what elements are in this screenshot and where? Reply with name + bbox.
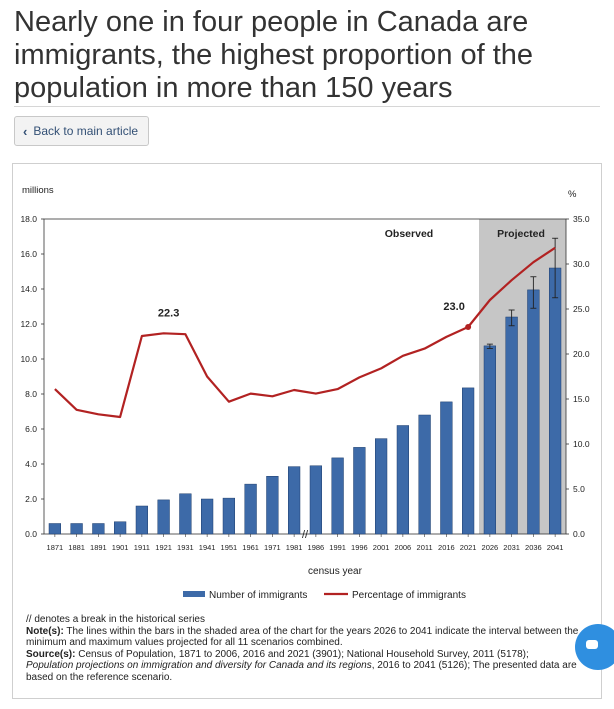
legend-bar-swatch [183,591,205,597]
plot-area-border [43,218,567,535]
y-right-tick-label: 15.0 [573,394,590,404]
y-left-tick-label: 16.0 [20,249,37,259]
y-right-tick-label: 0.0 [573,529,585,539]
x-tick-label: 2006 [395,543,412,552]
observed-label: Observed [385,228,433,240]
bar [222,497,235,535]
bar [266,476,279,535]
x-tick-label: 1991 [329,543,346,552]
x-tick-label: 2041 [547,543,564,552]
y-left-tick-label: 18.0 [20,214,37,224]
note-label: Note(s): [26,625,64,637]
bar [375,438,388,535]
source-label: Source(s): [26,648,76,660]
x-tick-label: 1961 [242,543,259,552]
x-tick-label: 2016 [438,543,455,552]
legend-line-label: Percentage of immigrants [352,590,466,601]
source-text: Source(s): Census of Population, 1871 to… [26,649,586,684]
x-tick-label: 1931 [177,543,194,552]
y-axis-right-label: % [568,189,577,200]
source-title: Population projections on immigration an… [26,660,372,671]
y-right-tick-label: 25.0 [573,304,590,314]
y-right-tick-label: 5.0 [573,484,585,494]
x-tick-label: 2001 [373,543,390,552]
x-tick-label: 1871 [47,543,64,552]
x-tick-label: 1891 [90,543,107,552]
y-left-tick-label: 0.0 [25,529,37,539]
bar [114,521,127,535]
bar [288,466,301,535]
break-note: // denotes a break in the historical ser… [26,614,205,625]
bar [244,483,257,535]
bar [440,401,453,535]
bar [396,425,409,535]
y-right-tick-label: 20.0 [573,349,590,359]
x-tick-label: 1881 [68,543,85,552]
x-tick-label: 1901 [112,543,129,552]
x-tick-label: 2036 [525,543,542,552]
x-tick-label: 2031 [503,543,520,552]
x-tick-label: 1951 [221,543,238,552]
back-button-label: Back to main article [33,124,139,138]
x-tick-label: 1981 [286,543,303,552]
bar [48,523,61,535]
bar [179,493,192,535]
x-axis-title: census year [308,566,363,577]
bar [505,316,518,535]
annotation-marker [465,324,472,330]
bar [353,447,366,535]
y-right-tick-label: 35.0 [573,214,590,224]
source-body: Census of Population, 1871 to 2006, 2016… [75,648,529,660]
series-break-marker: // [302,529,309,541]
bar [70,523,83,535]
y-left-tick-label: 10.0 [20,354,37,364]
x-tick-label: 2021 [460,543,477,552]
note-body: The lines within the bars in the shaded … [26,625,579,649]
page-title: Nearly one in four people in Canada are … [14,6,534,104]
percentage-line [54,246,556,419]
x-tick-label: 2026 [482,543,499,552]
divider [14,106,600,107]
bar [462,387,475,535]
y-axis-left-label: millions [22,185,54,196]
y-left-tick-label: 14.0 [20,284,37,294]
y-left-tick-label: 2.0 [25,494,37,504]
x-tick-label: 1921 [155,543,172,552]
bar [527,289,540,535]
back-to-main-article-button[interactable]: ‹ Back to main article [14,116,150,146]
annotation-label: 22.3 [158,307,179,319]
x-tick-label: 1971 [264,543,281,552]
chat-icon[interactable] [575,624,614,670]
bar [135,505,148,535]
bar [331,457,344,535]
y-left-tick-label: 12.0 [20,319,37,329]
chevron-left-icon: ‹ [23,123,28,139]
legend-bar-label: Number of immigrants [209,590,307,601]
bar [549,267,562,535]
bar [157,499,170,535]
source-tail: , 2016 to 2041 (5126); The presented dat… [26,660,577,683]
bar [483,345,496,535]
note-text: Note(s): The lines within the bars in th… [26,626,586,649]
projected-label: Projected [497,228,545,240]
x-tick-label: 1996 [351,543,368,552]
y-left-tick-label: 6.0 [25,424,37,434]
x-tick-label: 2011 [417,543,433,552]
x-tick-label: 1911 [134,543,150,552]
x-tick-label: 1986 [308,543,325,552]
y-left-tick-label: 8.0 [25,389,37,399]
bar [201,498,214,535]
bar [418,414,431,535]
bar [92,523,105,535]
y-right-tick-label: 30.0 [573,259,590,269]
bar [309,465,322,535]
annotation-label: 23.0 [443,301,464,313]
y-left-tick-label: 4.0 [25,459,37,469]
chart-notes: // denotes a break in the historical ser… [26,614,586,683]
y-right-tick-label: 10.0 [573,439,590,449]
x-tick-label: 1941 [199,543,216,552]
